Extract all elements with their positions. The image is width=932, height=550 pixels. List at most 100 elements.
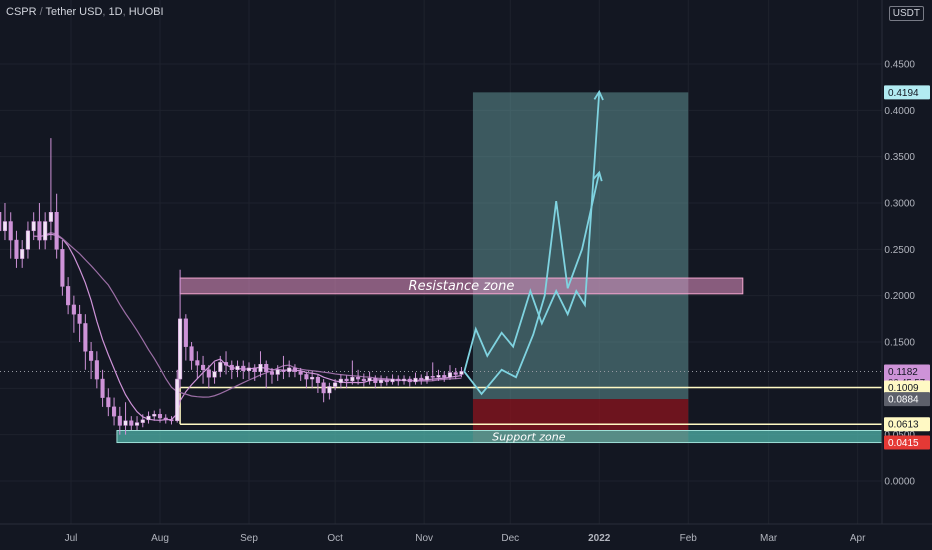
- candle-body: [106, 397, 111, 408]
- candle-body: [157, 414, 163, 419]
- x-tick-label: Jul: [65, 533, 78, 544]
- candle-body: [241, 365, 246, 371]
- candle-body: [390, 378, 395, 383]
- candle-body: [459, 371, 464, 375]
- candle-body: [315, 376, 320, 384]
- y-tick-label: 0.4000: [884, 106, 915, 117]
- price-label-text: 0.4194: [888, 88, 919, 99]
- projection-arrowhead: [592, 170, 603, 182]
- exchange-label: HUOBI: [128, 6, 164, 18]
- candle-body: [31, 221, 36, 232]
- currency-badge[interactable]: USDT: [888, 6, 924, 21]
- candle-body: [379, 379, 384, 384]
- candle-body: [71, 304, 76, 315]
- candle-body: [175, 378, 180, 422]
- projection-path[interactable]: [463, 91, 601, 372]
- candle-body: [0, 212, 2, 232]
- candle-body: [401, 378, 407, 382]
- candle-body: [206, 369, 211, 378]
- price-scale[interactable]: [882, 0, 932, 550]
- candle-body: [201, 364, 206, 371]
- candle-body: [152, 414, 157, 417]
- candle-body: [112, 406, 117, 417]
- candle-body: [269, 371, 275, 375]
- candle-body: [356, 376, 361, 380]
- candle-body: [129, 420, 134, 426]
- chart-title: CSPR / Tether USD, 1D, HUOBI: [6, 6, 164, 18]
- price-label-target: [884, 85, 930, 100]
- y-tick-label: 0.0000: [884, 477, 915, 488]
- candle-body: [60, 249, 65, 287]
- candle-body: [264, 363, 269, 372]
- candle-body: [117, 415, 122, 426]
- candle-body: [183, 318, 188, 347]
- candle-body: [66, 286, 71, 306]
- price-label-text: 0.1182: [888, 367, 918, 378]
- candle-body: [8, 221, 13, 241]
- candle-body: [292, 367, 297, 372]
- y-tick-label: 0.1500: [884, 338, 915, 349]
- candle-body: [212, 371, 217, 378]
- y-tick-label: 0.3000: [884, 199, 915, 210]
- candle-body: [275, 369, 280, 375]
- candle-body: [344, 378, 349, 382]
- candle-body: [281, 369, 286, 372]
- candle-body: [430, 376, 435, 378]
- candle-body: [2, 221, 8, 232]
- quote-label: Tether USD: [45, 6, 103, 18]
- candle-body: [94, 360, 99, 380]
- candle-body: [384, 379, 389, 383]
- candle-body: [218, 362, 223, 372]
- candle-body: [163, 417, 168, 421]
- interval-label: 1D: [108, 6, 123, 18]
- candle-body: [321, 382, 326, 394]
- x-tick-label: 2022: [588, 533, 611, 544]
- candle-body: [419, 377, 424, 381]
- resistance-zone-label: Resistance zone: [409, 279, 515, 294]
- support-zone-label: Support zone: [492, 431, 565, 444]
- candle-body: [367, 377, 372, 382]
- price-label-text: 0.0415: [888, 438, 919, 449]
- target-zone[interactable]: [472, 92, 689, 400]
- candle-body: [436, 375, 441, 378]
- candle-body: [361, 378, 366, 382]
- candle-body: [25, 230, 30, 250]
- candle-body: [54, 212, 59, 250]
- candle-body: [396, 378, 401, 382]
- candle-body: [14, 239, 19, 259]
- candle-body: [413, 377, 418, 383]
- candle-body: [373, 377, 378, 384]
- candle-body: [350, 376, 355, 382]
- support-zone[interactable]: [116, 429, 932, 444]
- y-tick-label: 0.3500: [884, 152, 915, 163]
- candle-body: [48, 212, 53, 222]
- candle-body: [333, 382, 338, 387]
- candle-body: [453, 372, 458, 375]
- x-tick-label: Aug: [151, 533, 169, 544]
- y-tick-label: 0.2500: [884, 245, 915, 256]
- x-tick-label: Apr: [850, 533, 866, 544]
- candle-body: [169, 419, 174, 422]
- x-tick-label: Nov: [415, 533, 433, 544]
- price-label-level: [884, 380, 930, 395]
- candle-body: [178, 318, 183, 380]
- price-label-text: 0.0884: [888, 395, 919, 406]
- price-label-stop: [884, 435, 930, 450]
- projection-arrowhead: [593, 89, 604, 101]
- moving-average-slow: [33, 232, 462, 398]
- candle-body: [123, 420, 128, 426]
- candle-body: [100, 378, 105, 398]
- price-label-level: [884, 417, 930, 432]
- y-tick-label: 0.2000: [884, 291, 915, 302]
- candle-body: [43, 221, 48, 241]
- candle-body: [304, 374, 309, 380]
- candle-body: [287, 367, 292, 372]
- x-tick-label: Sep: [240, 533, 258, 544]
- candle-body: [83, 323, 88, 352]
- candle-body: [229, 364, 234, 371]
- candle-body: [37, 221, 42, 241]
- candle-body: [407, 378, 412, 383]
- x-tick-label: Mar: [760, 533, 778, 544]
